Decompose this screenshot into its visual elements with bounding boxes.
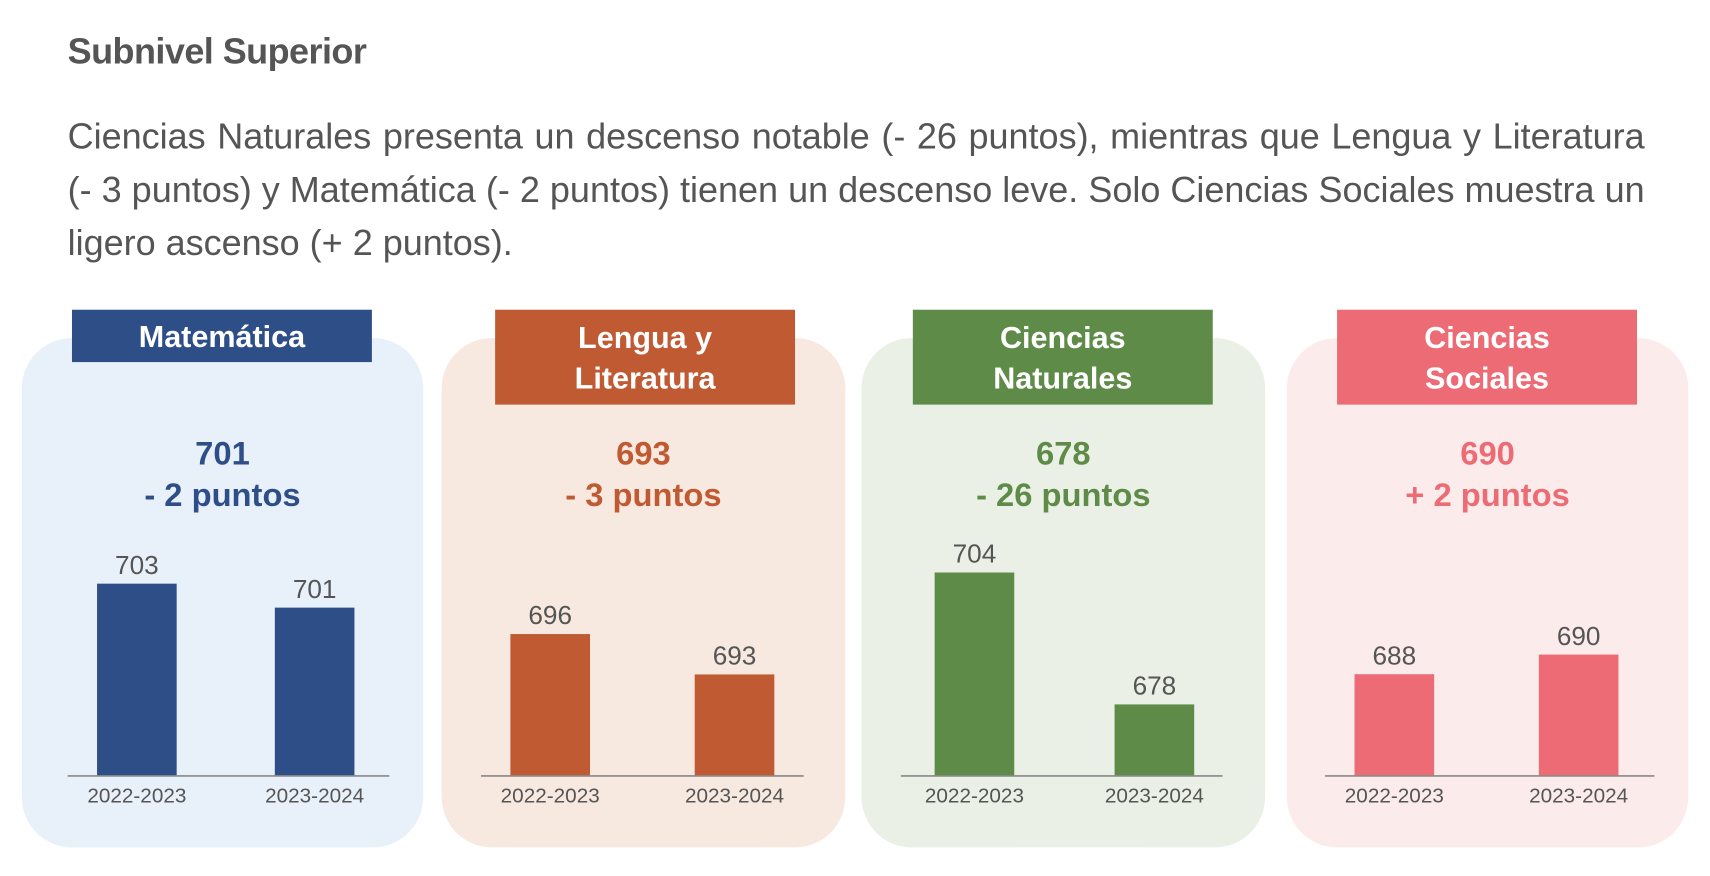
subject-header: Ciencias Sociales: [1337, 309, 1637, 405]
subject-card: [21, 338, 424, 848]
subject-label: Lengua y Literatura: [574, 320, 716, 395]
subject-header: Matemática: [71, 309, 372, 363]
x-tick-label: 2022-2023: [925, 785, 1024, 808]
bar: [97, 583, 177, 776]
subject-label: Ciencias Naturales: [993, 320, 1133, 395]
bar: [510, 634, 591, 776]
summary-paragraph: Ciencias Naturales presenta un descenso …: [67, 115, 1645, 263]
score-change: + 2 puntos: [1405, 477, 1570, 514]
subject-card: [1286, 338, 1689, 848]
bar-value-label: 701: [293, 574, 337, 604]
bar-value-label: 696: [528, 600, 572, 630]
subject-label: Matemática: [138, 319, 306, 353]
bar-value-label: 704: [953, 539, 997, 569]
x-tick-label: 2022-2023: [87, 785, 186, 808]
subject-header: Lengua y Literatura: [495, 309, 796, 405]
current-score: 690: [1460, 436, 1515, 473]
x-tick-label: 2022-2023: [1345, 785, 1444, 808]
bar: [1114, 704, 1195, 776]
score-summary: 678 - 26 puntos: [862, 434, 1266, 517]
subject-card: [441, 338, 846, 848]
page-title: Subnivel Superior: [67, 30, 367, 71]
subject-label: Ciencias Sociales: [1424, 320, 1550, 395]
bar: [274, 607, 355, 776]
x-tick-label: 2023-2024: [265, 785, 364, 808]
bar: [1538, 654, 1619, 776]
x-tick-label: 2023-2024: [685, 785, 784, 808]
score-summary: 693 - 3 puntos: [442, 434, 846, 517]
bar-value-label: 688: [1373, 640, 1417, 670]
score-change: - 3 puntos: [565, 477, 722, 514]
score-summary: 690 + 2 puntos: [1287, 434, 1688, 517]
bar: [694, 674, 775, 776]
x-tick-label: 2023-2024: [1105, 785, 1204, 808]
current-score: 693: [616, 436, 671, 473]
bar: [1354, 674, 1435, 776]
subject-card: [861, 338, 1266, 848]
bar-value-label: 678: [1133, 671, 1177, 701]
score-change: - 2 puntos: [144, 477, 301, 514]
bar-value-label: 690: [1557, 621, 1601, 651]
bar-value-label: 703: [115, 550, 159, 580]
x-tick-label: 2022-2023: [501, 785, 600, 808]
x-tick-label: 2023-2024: [1529, 785, 1628, 808]
score-summary: 701 - 2 puntos: [22, 434, 423, 517]
bar-value-label: 693: [713, 641, 757, 671]
subject-header: Ciencias Naturales: [912, 309, 1213, 405]
current-score: 678: [1036, 436, 1091, 473]
bar: [934, 572, 1015, 776]
score-change: - 26 puntos: [976, 477, 1151, 514]
current-score: 701: [195, 436, 250, 473]
